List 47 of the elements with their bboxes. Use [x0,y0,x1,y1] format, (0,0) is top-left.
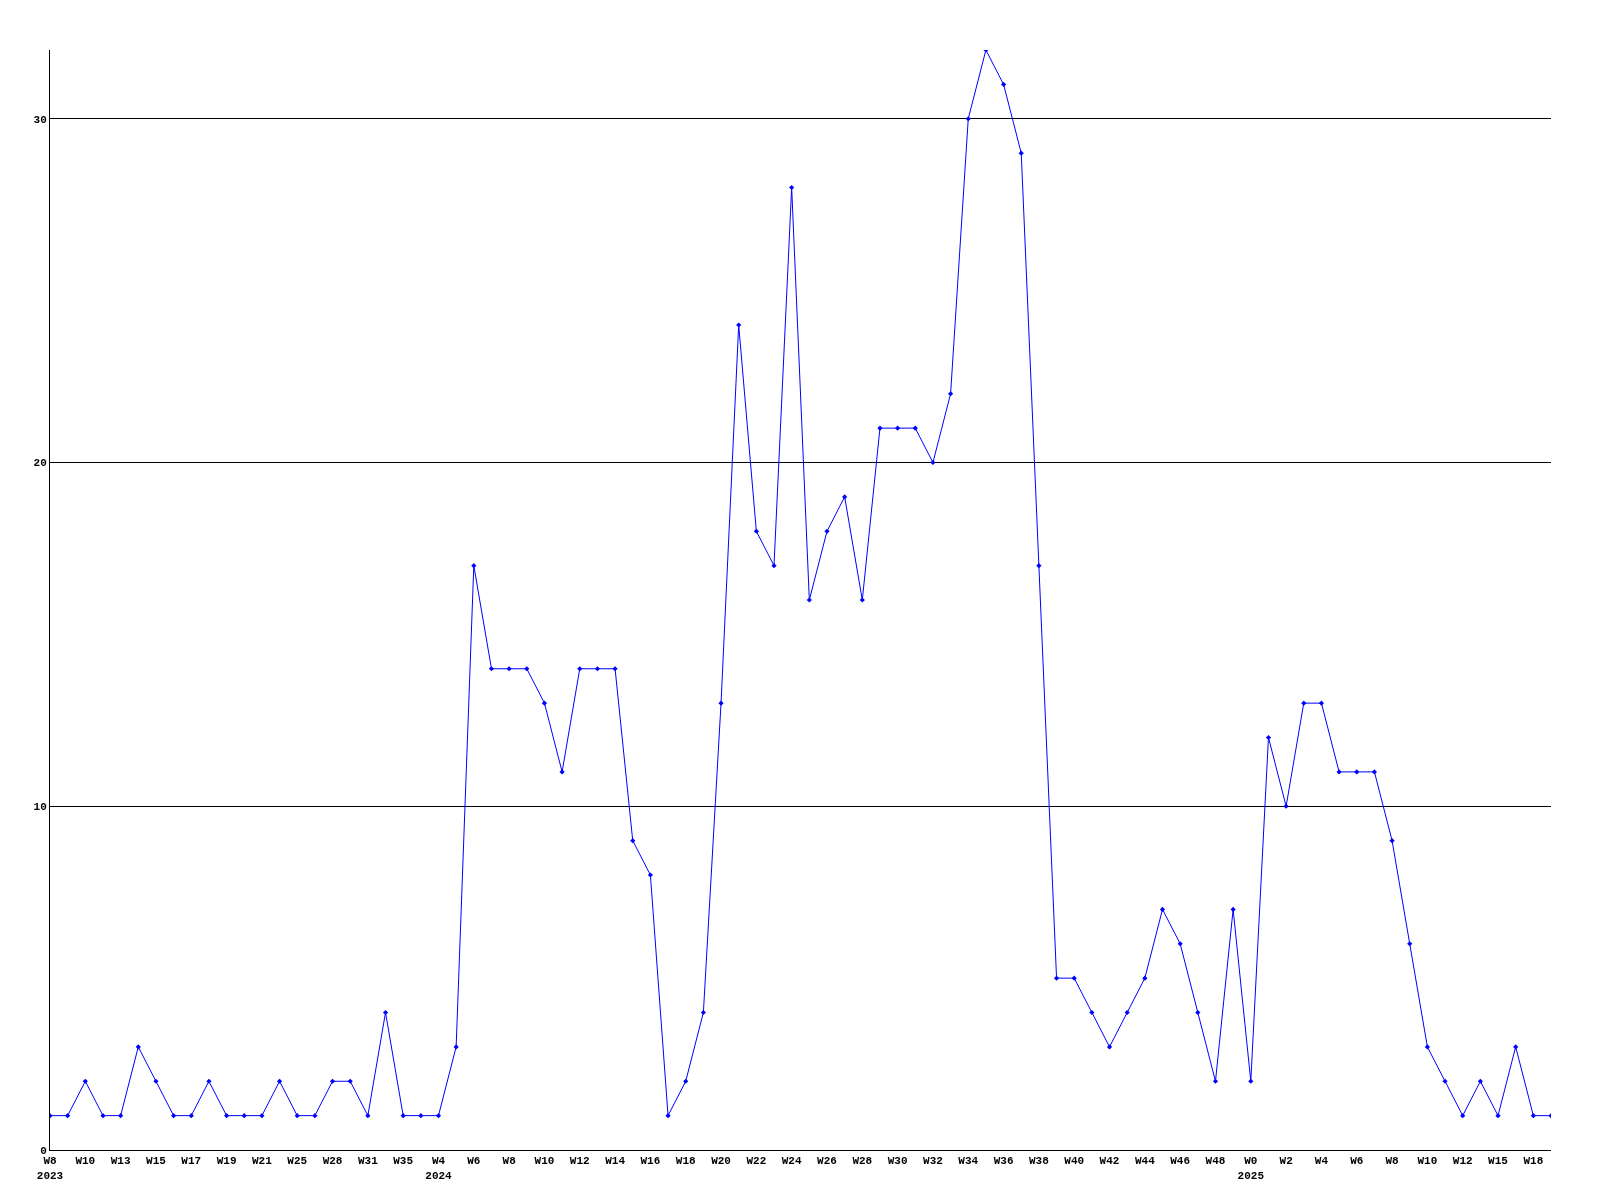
x-tick-label: W22 [746,1155,767,1168]
y-tick-label: 20 [33,457,47,470]
x-tick-label: W31 [357,1155,379,1168]
x-tick-label: W48 [1205,1155,1226,1168]
x-tick-label: W42 [1099,1155,1120,1168]
x-tick-label: W40 [1064,1155,1085,1168]
x-tick-label: W4 2024 [425,1155,453,1182]
x-tick-label: W26 [817,1155,837,1168]
x-tick-label: W32 [923,1155,943,1168]
x-tick-label: W19 [216,1155,237,1168]
x-tick-label: W17 [181,1155,202,1168]
x-tick-label: W10 [1417,1155,1438,1168]
x-tick-label: W30 [887,1155,908,1168]
x-tick-label: W12 [569,1155,590,1168]
x-tick-label: W38 [1028,1155,1050,1168]
x-tick-label: W28 [852,1155,873,1168]
x-tick-label: W24 [781,1155,802,1168]
x-tick-label: W13 [110,1155,131,1168]
x-tick-label: W8 [502,1155,517,1168]
x-tick-label: W14 [605,1155,626,1168]
x-tick-label: W16 [640,1155,661,1168]
x-tick-label: W4 [1314,1155,1329,1168]
x-tick-label: W10 [534,1155,555,1168]
y-tick-label: 30 [33,113,47,126]
x-tick-label: W46 [1170,1155,1191,1168]
x-tick-label: W6 [467,1155,481,1168]
x-tick-label: W2 [1279,1155,1293,1168]
x-tick-label: W25 [287,1155,308,1168]
x-tick-label: W8 2023 [36,1155,64,1182]
x-tick-label: W21 [252,1155,273,1168]
y-tick-label: 10 [33,801,47,814]
x-tick-label: W15 [1488,1155,1509,1168]
x-tick-label: W44 [1134,1155,1156,1168]
x-tick-label: W34 [958,1155,979,1168]
x-tick-label: W15 [146,1155,167,1168]
x-tick-label: W35 [393,1155,414,1168]
x-tick-label: W10 [75,1155,96,1168]
x-tick-label: W12 [1452,1155,1473,1168]
x-tick-label: W18 [1523,1155,1544,1168]
x-tick-label: W28 [322,1155,343,1168]
x-tick-label: W8 [1385,1155,1400,1168]
x-tick-label: W36 [993,1155,1014,1168]
x-tick-label: W6 [1350,1155,1364,1168]
y-tick-label: 0 [40,1144,47,1157]
x-tick-label: W20 [711,1155,731,1168]
x-tick-label: W18 [675,1155,697,1168]
x-tick-label: W0 2025 [1237,1155,1265,1182]
